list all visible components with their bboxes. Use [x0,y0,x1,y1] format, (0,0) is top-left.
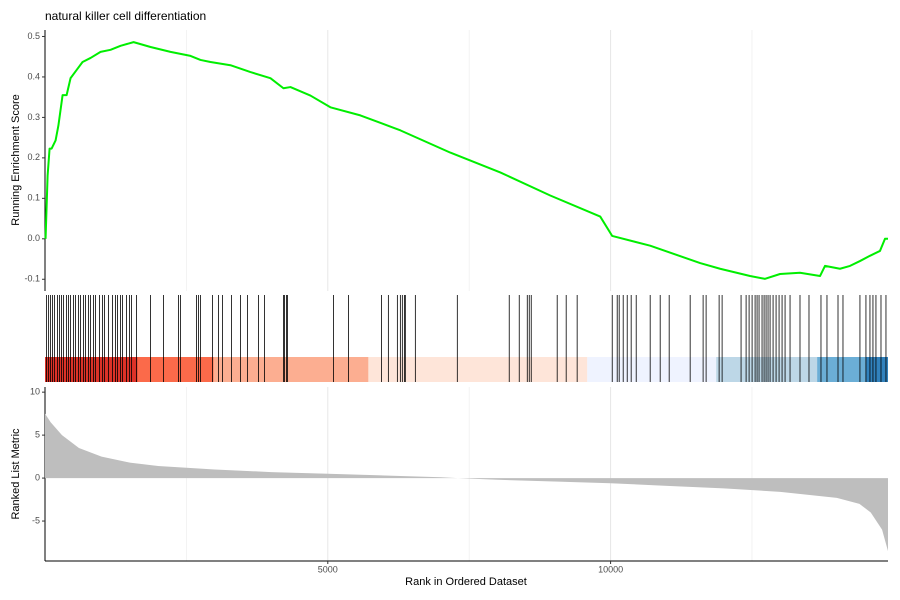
y-tick-label: 10 [30,387,40,397]
rank-band [45,357,138,382]
rank-band [817,357,866,382]
y-tick-label: -5 [32,515,40,525]
rank-band [213,357,369,382]
y-axis-title: Running Enrichment Score [10,94,22,225]
rank-band [368,357,588,382]
rank-band [716,357,818,382]
y-axis-title: Ranked List Metric [10,428,22,520]
y-tick-label: 0.0 [27,233,40,243]
y-tick-label: 0.5 [27,31,40,41]
enrichment-line [44,41,888,280]
rank-band [137,357,214,382]
x-tick-label: 5000 [318,564,338,574]
x-axis-title: Rank in Ordered Dataset [405,576,527,588]
y-tick-label: 0 [35,472,40,482]
y-tick-label: 0.2 [27,152,40,162]
rank-band [587,357,717,382]
y-tick-label: 5 [35,429,40,439]
chart-title: natural killer cell differentiation [45,9,206,23]
y-tick-label: 0.3 [27,112,40,122]
rank-band [865,357,888,382]
y-tick-label: -0.1 [24,274,40,284]
metric-area [45,413,888,552]
y-tick-label: 0.1 [27,193,40,203]
x-tick-label: 10000 [598,564,623,574]
y-tick-label: 0.4 [27,71,40,81]
